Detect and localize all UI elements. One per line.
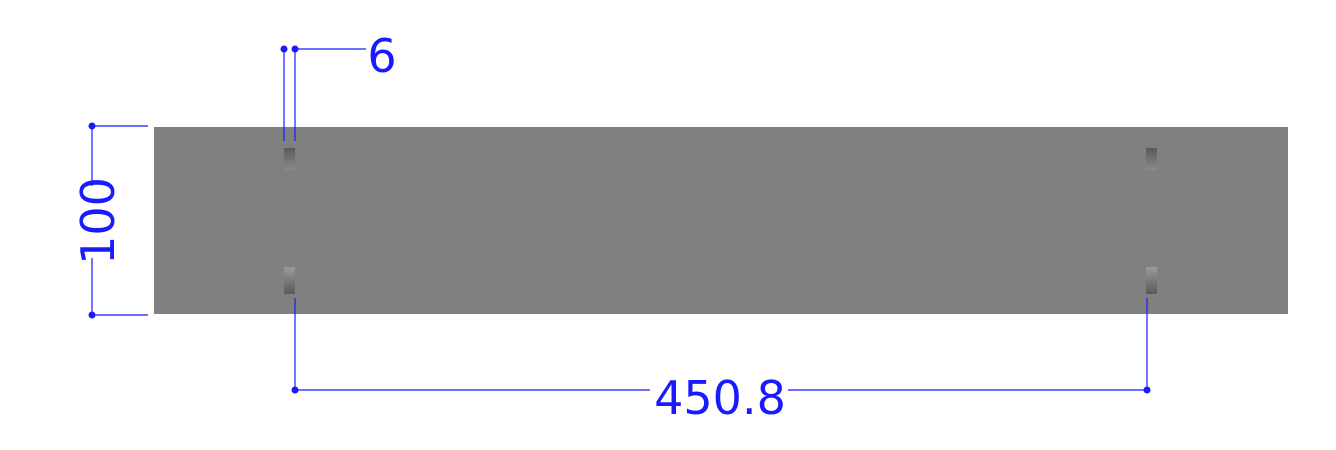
slot-spacing-arrow-left: [291, 386, 299, 394]
height-arrow-bottom: [88, 311, 96, 319]
slot-spacing-arrow-right: [1143, 386, 1151, 394]
slot-spacing-dimension-label: 450.8: [654, 371, 786, 425]
height-arrow-top: [88, 122, 96, 130]
slot-width-arrow-right: [291, 45, 299, 53]
slot-width-dimension-label: 6: [367, 29, 396, 83]
height-dimension: [91, 125, 148, 316]
slot-left-bottom: [284, 267, 295, 294]
slot-width-dimension: [283, 48, 366, 141]
slot-right-bottom: [1146, 267, 1157, 294]
part-body: [154, 127, 1288, 314]
slot-width-arrow-left: [280, 45, 288, 53]
height-dimension-label: 100: [71, 177, 125, 265]
slot-right-top: [1146, 148, 1157, 170]
slot-left-top: [284, 148, 295, 170]
slot-spacing-dimension: [294, 298, 1148, 391]
